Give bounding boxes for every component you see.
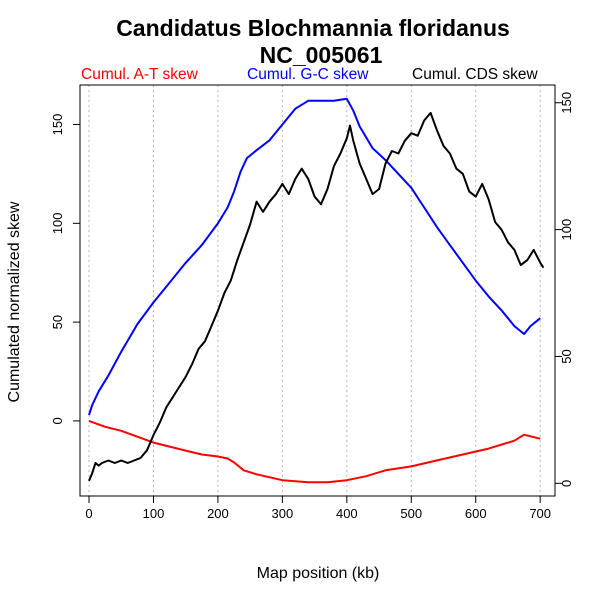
- y-tick-label: 100: [50, 212, 65, 234]
- at-skew-line: [88, 419, 541, 484]
- y2-tick-label: 100: [559, 219, 574, 241]
- x-tick-label: 500: [400, 506, 422, 521]
- legend-item-cds-skew: Cumul. CDS skew: [412, 66, 539, 83]
- legend-item-at-skew: Cumul. A-T skew: [81, 66, 199, 83]
- x-axis: 0 100 200 300 400 500 600 700: [85, 496, 551, 521]
- y2-tick-label: 50: [559, 349, 574, 363]
- y2-tick-label: 150: [559, 92, 574, 114]
- y2-tick-label: 0: [559, 480, 574, 487]
- chart-title: Candidatus Blochmannia floridanus: [116, 15, 510, 41]
- x-tick-label: 200: [207, 506, 229, 521]
- y-axis-label: Cumulated normalized skew: [6, 201, 23, 402]
- plot-frame: [79, 84, 556, 497]
- y-tick-label: 50: [50, 315, 65, 329]
- legend: Cumul. A-T skew Cumul. G-C skew Cumul. C…: [81, 66, 539, 83]
- x-axis-label: Map position (kb): [257, 565, 380, 582]
- chart-subtitle: NC_005061: [260, 42, 383, 68]
- y-tick-label: 150: [50, 114, 65, 136]
- y-axis-right: 0 50 100 150: [555, 92, 574, 487]
- x-tick-label: 600: [465, 506, 487, 521]
- cds-skew-line: [88, 111, 545, 482]
- x-tick-label: 300: [272, 506, 294, 521]
- y-axis-left: 0 50 100 150: [50, 114, 80, 425]
- vertical-gridlines: [88, 85, 541, 496]
- x-tick-label: 700: [529, 506, 551, 521]
- x-tick-label: 100: [143, 506, 165, 521]
- x-tick-label: 0: [85, 506, 92, 521]
- series-lines: [88, 97, 545, 484]
- gc-skew-line: [88, 97, 541, 416]
- legend-item-gc-skew: Cumul. G-C skew: [247, 66, 369, 83]
- x-tick-label: 400: [336, 506, 358, 521]
- y-tick-label: 0: [50, 417, 65, 424]
